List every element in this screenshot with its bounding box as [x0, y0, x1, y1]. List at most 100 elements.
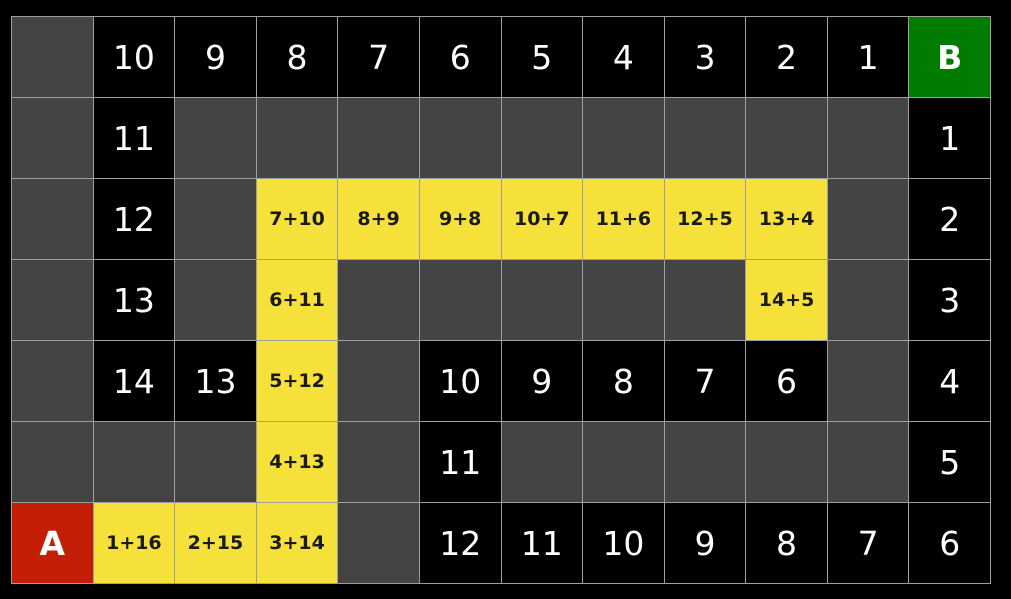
grid-cell-sum[interactable]: 10+7 — [501, 179, 583, 259]
grid-cell-empty[interactable] — [175, 179, 256, 259]
grid-cell-number[interactable]: 1 — [909, 98, 990, 178]
grid-cell-empty[interactable] — [827, 260, 909, 340]
grid-cell-number[interactable]: 10 — [419, 341, 501, 421]
grid-cell-empty[interactable] — [664, 422, 746, 502]
grid-cell-sum[interactable]: 4+13 — [256, 422, 338, 502]
grid-cell-number[interactable]: 6 — [746, 341, 827, 421]
grid-cell-number[interactable]: 1 — [827, 17, 909, 97]
grid-cell-empty[interactable] — [501, 260, 583, 340]
grid-cell-sum[interactable]: 1+16 — [93, 503, 175, 583]
grid-cell-label: 7+10 — [269, 207, 325, 230]
grid-cell-empty[interactable] — [175, 422, 256, 502]
grid-cell-empty[interactable] — [175, 260, 256, 340]
grid-cell-number[interactable]: 11 — [419, 422, 501, 502]
grid-cell-label: 9 — [204, 37, 226, 77]
grid-cell-empty[interactable] — [501, 422, 583, 502]
grid-cell-empty[interactable] — [338, 341, 419, 421]
grid-cell-empty[interactable] — [419, 260, 501, 340]
grid-cell-empty[interactable] — [501, 98, 583, 178]
grid-cell-number[interactable]: 8 — [256, 17, 338, 97]
grid-cell-number[interactable]: 10 — [93, 17, 175, 97]
grid-cell-endpoint[interactable]: A — [12, 503, 93, 583]
grid-cell-label: 10 — [112, 37, 155, 77]
grid-cell-label: 2 — [939, 199, 961, 239]
grid-cell-label: B — [937, 37, 963, 77]
grid-cell-number[interactable]: 5 — [909, 422, 990, 502]
grid-cell-number[interactable]: 6 — [909, 503, 990, 583]
grid-cell-sum[interactable]: 11+6 — [583, 179, 664, 259]
grid-cell-empty[interactable] — [256, 98, 338, 178]
grid-cell-number[interactable]: 13 — [93, 260, 175, 340]
grid-cell-number[interactable]: 4 — [909, 341, 990, 421]
grid-cell-empty[interactable] — [827, 341, 909, 421]
grid-cell-empty[interactable] — [583, 260, 664, 340]
grid-cell-label: 11 — [520, 523, 563, 563]
grid-cell-empty[interactable] — [664, 98, 746, 178]
grid-cell-empty[interactable] — [583, 422, 664, 502]
grid-cell-empty[interactable] — [12, 422, 93, 502]
grid-cell-label: 8 — [286, 37, 308, 77]
grid-cell-label: 6 — [449, 37, 471, 77]
grid-cell-empty[interactable] — [419, 98, 501, 178]
grid-cell-empty[interactable] — [827, 422, 909, 502]
grid-cell-number[interactable]: 8 — [746, 503, 827, 583]
grid-cell-empty[interactable] — [12, 341, 93, 421]
grid-cell-number[interactable]: 12 — [93, 179, 175, 259]
grid-cell-endpoint[interactable]: B — [909, 17, 990, 97]
grid-cell-empty[interactable] — [338, 503, 419, 583]
grid-cell-sum[interactable]: 7+10 — [256, 179, 338, 259]
grid-cell-empty[interactable] — [12, 179, 93, 259]
grid-cell-empty[interactable] — [12, 17, 93, 97]
grid-cell-label: 6 — [939, 523, 961, 563]
grid-cell-label: 7 — [857, 523, 879, 563]
grid-cell-sum[interactable]: 9+8 — [419, 179, 501, 259]
grid-cell-number[interactable]: 7 — [338, 17, 419, 97]
grid-cell-label: 5 — [939, 442, 961, 482]
grid-cell-number[interactable]: 2 — [746, 17, 827, 97]
grid-cell-empty[interactable] — [93, 422, 175, 502]
grid-cell-empty[interactable] — [338, 422, 419, 502]
grid-cell-number[interactable]: 11 — [93, 98, 175, 178]
grid-cell-empty[interactable] — [827, 98, 909, 178]
grid-cell-number[interactable]: 14 — [93, 341, 175, 421]
grid-cell-sum[interactable]: 3+14 — [256, 503, 338, 583]
grid-cell-empty[interactable] — [175, 98, 256, 178]
grid-cell-number[interactable]: 3 — [909, 260, 990, 340]
grid-cell-sum[interactable]: 2+15 — [175, 503, 256, 583]
grid-cell-label: 11 — [439, 442, 482, 482]
grid-cell-sum[interactable]: 6+11 — [256, 260, 338, 340]
grid-cell-number[interactable]: 5 — [501, 17, 583, 97]
grid-cell-label: 2 — [776, 37, 798, 77]
grid-cell-empty[interactable] — [338, 98, 419, 178]
grid-cell-number[interactable]: 7 — [664, 341, 746, 421]
grid-cell-label: 11+6 — [595, 207, 652, 230]
grid-cell-number[interactable]: 12 — [419, 503, 501, 583]
grid-cell-empty[interactable] — [664, 260, 746, 340]
grid-cell-number[interactable]: 10 — [583, 503, 664, 583]
grid-cell-empty[interactable] — [338, 260, 419, 340]
grid-cell-number[interactable]: 9 — [501, 341, 583, 421]
grid-cell-empty[interactable] — [827, 179, 909, 259]
grid-cell-number[interactable]: 9 — [175, 17, 256, 97]
grid-cell-sum[interactable]: 5+12 — [256, 341, 338, 421]
grid-cell-sum[interactable]: 14+5 — [746, 260, 827, 340]
grid-cell-sum[interactable]: 13+4 — [746, 179, 827, 259]
grid-cell-empty[interactable] — [746, 422, 827, 502]
grid-cell-number[interactable]: 6 — [419, 17, 501, 97]
grid-cell-number[interactable]: 2 — [909, 179, 990, 259]
grid-cell-label: 14+5 — [758, 288, 815, 311]
grid-cell-number[interactable]: 11 — [501, 503, 583, 583]
grid-cell-number[interactable]: 13 — [175, 341, 256, 421]
grid-cell-number[interactable]: 9 — [664, 503, 746, 583]
grid-cell-empty[interactable] — [746, 98, 827, 178]
grid-cell-number[interactable]: 3 — [664, 17, 746, 97]
grid-cell-empty[interactable] — [583, 98, 664, 178]
grid-cell-empty[interactable] — [12, 98, 93, 178]
grid-cell-empty[interactable] — [12, 260, 93, 340]
grid-cell-sum[interactable]: 12+5 — [664, 179, 746, 259]
grid-cell-number[interactable]: 4 — [583, 17, 664, 97]
grid-cell-sum[interactable]: 8+9 — [338, 179, 419, 259]
grid-cell-number[interactable]: 7 — [827, 503, 909, 583]
grid-cell-number[interactable]: 8 — [583, 341, 664, 421]
